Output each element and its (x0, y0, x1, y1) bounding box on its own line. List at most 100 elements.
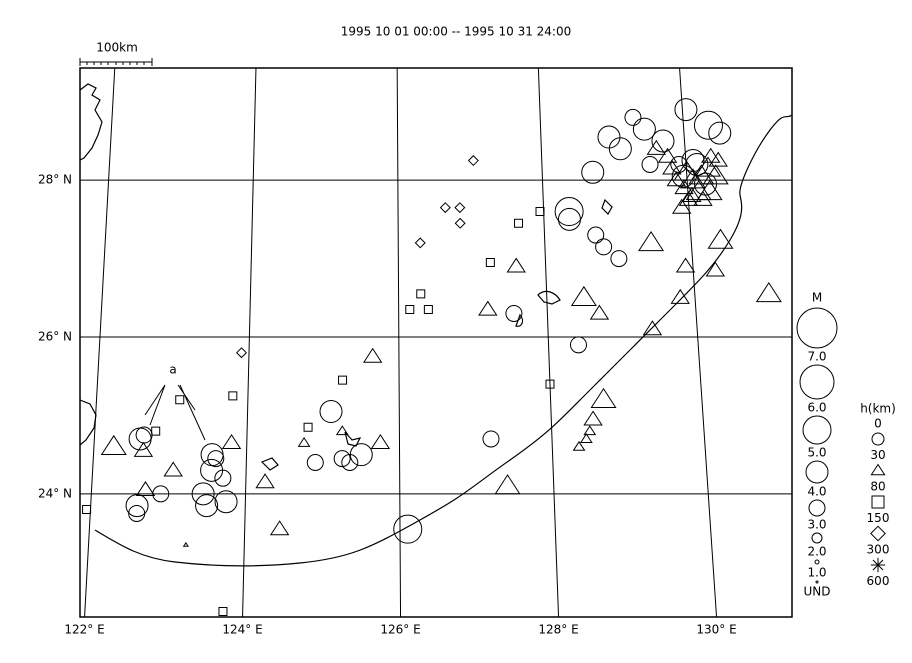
event-circle (214, 490, 238, 514)
annotation-arrows (144, 384, 206, 441)
legend-depth-label: 150 (867, 511, 890, 525)
event-circle (191, 482, 215, 506)
event-symbol (236, 347, 248, 359)
legend-depth-label: 600 (867, 574, 890, 588)
lon-label: 128° E (538, 623, 578, 637)
event-circle (597, 125, 621, 149)
event-symbol (454, 202, 466, 214)
event-symbol (755, 281, 782, 303)
event-symbol (335, 425, 349, 436)
lon-line (396, 67, 402, 618)
event-symbol (646, 139, 666, 155)
scale-label: 100km (96, 41, 138, 55)
event-symbol (682, 186, 702, 202)
event-symbol (135, 481, 156, 497)
event-symbol (671, 198, 692, 214)
event-symbol (439, 202, 451, 214)
event-symbol (414, 237, 426, 249)
event-symbol (370, 433, 391, 449)
lon-line (242, 67, 257, 618)
event-symbol (494, 474, 521, 495)
legend-magnitude-circle (796, 307, 838, 349)
event-symbol (870, 463, 886, 476)
lon-line (537, 67, 560, 618)
event-symbol (506, 257, 526, 273)
event-symbol (678, 190, 699, 206)
event-symbol (467, 155, 479, 167)
scale-bar (79, 58, 153, 66)
event-circle (349, 443, 373, 467)
event-symbol (416, 289, 426, 299)
event-symbol (303, 422, 313, 432)
event-circle (624, 108, 642, 126)
lon-line (84, 67, 116, 618)
event-circle (581, 160, 605, 184)
legend-depth-label: 0 (874, 417, 882, 431)
event-circle (128, 504, 146, 522)
event-circle (306, 453, 324, 471)
event-symbol (638, 230, 665, 252)
event-symbol (570, 285, 597, 306)
event-circle (135, 426, 153, 444)
event-circle (557, 207, 581, 231)
event-symbol (82, 505, 92, 515)
event-circle (393, 514, 423, 544)
lon-label: 122° E (64, 623, 104, 637)
event-circle (200, 443, 224, 467)
lon-label: 124° E (222, 623, 262, 637)
event-symbol (338, 375, 348, 385)
event-symbol (478, 300, 498, 316)
event-circle (693, 110, 723, 140)
event-circle (482, 430, 500, 448)
event-circle (554, 197, 584, 227)
legend-magnitude-circle (811, 532, 823, 544)
lon-label: 130° E (696, 623, 736, 637)
event-symbol (590, 387, 617, 408)
legend-depth-label: 80 (870, 480, 885, 494)
event-symbol (269, 520, 290, 536)
event-symbol (679, 168, 706, 189)
event-circle (632, 117, 656, 141)
legend-magnitude-circle (814, 559, 820, 565)
legend-magnitude-label: 2.0 (807, 545, 826, 559)
event-symbol (535, 207, 545, 217)
event-symbol (545, 379, 555, 389)
legend-magnitude-label: 5.0 (807, 446, 826, 460)
event-symbol (133, 441, 154, 457)
lat-label: 24° N (38, 486, 72, 500)
event-symbol (579, 433, 593, 443)
event-circle (128, 427, 152, 451)
event-symbol (871, 495, 885, 509)
events (82, 98, 782, 617)
event-circle (569, 336, 587, 354)
event-symbol (583, 410, 603, 426)
lat-label: 28° N (38, 173, 72, 187)
event-symbol (589, 304, 610, 320)
event-circle (595, 238, 613, 256)
event-symbol (218, 607, 228, 617)
legend-depth-label: 30 (870, 448, 885, 462)
event-symbol (182, 541, 190, 547)
event-symbol (572, 440, 586, 451)
event-symbol (705, 261, 726, 277)
event-circle (341, 453, 359, 471)
event-symbol (454, 217, 466, 229)
event-circle (207, 450, 225, 468)
event-symbol (701, 147, 721, 163)
event-circle (685, 152, 709, 176)
event-symbol (657, 147, 678, 163)
event-symbol (485, 258, 495, 268)
map-title: 1995 10 01 00:00 -- 1995 10 31 24:00 (341, 25, 572, 39)
event-circle (610, 250, 628, 268)
event-symbol (100, 434, 127, 456)
event-symbol (583, 425, 597, 436)
event-circle (214, 469, 232, 487)
graticule: 24° N 26° N 28° N 122° E 124° E 126° E 128° E 1… (38, 67, 792, 637)
event-symbol (870, 525, 886, 542)
map-frame (79, 67, 793, 618)
legend-magnitude-circle (802, 415, 832, 445)
event-circle (641, 155, 659, 173)
event-symbol (221, 433, 242, 449)
coastlines (79, 83, 793, 567)
